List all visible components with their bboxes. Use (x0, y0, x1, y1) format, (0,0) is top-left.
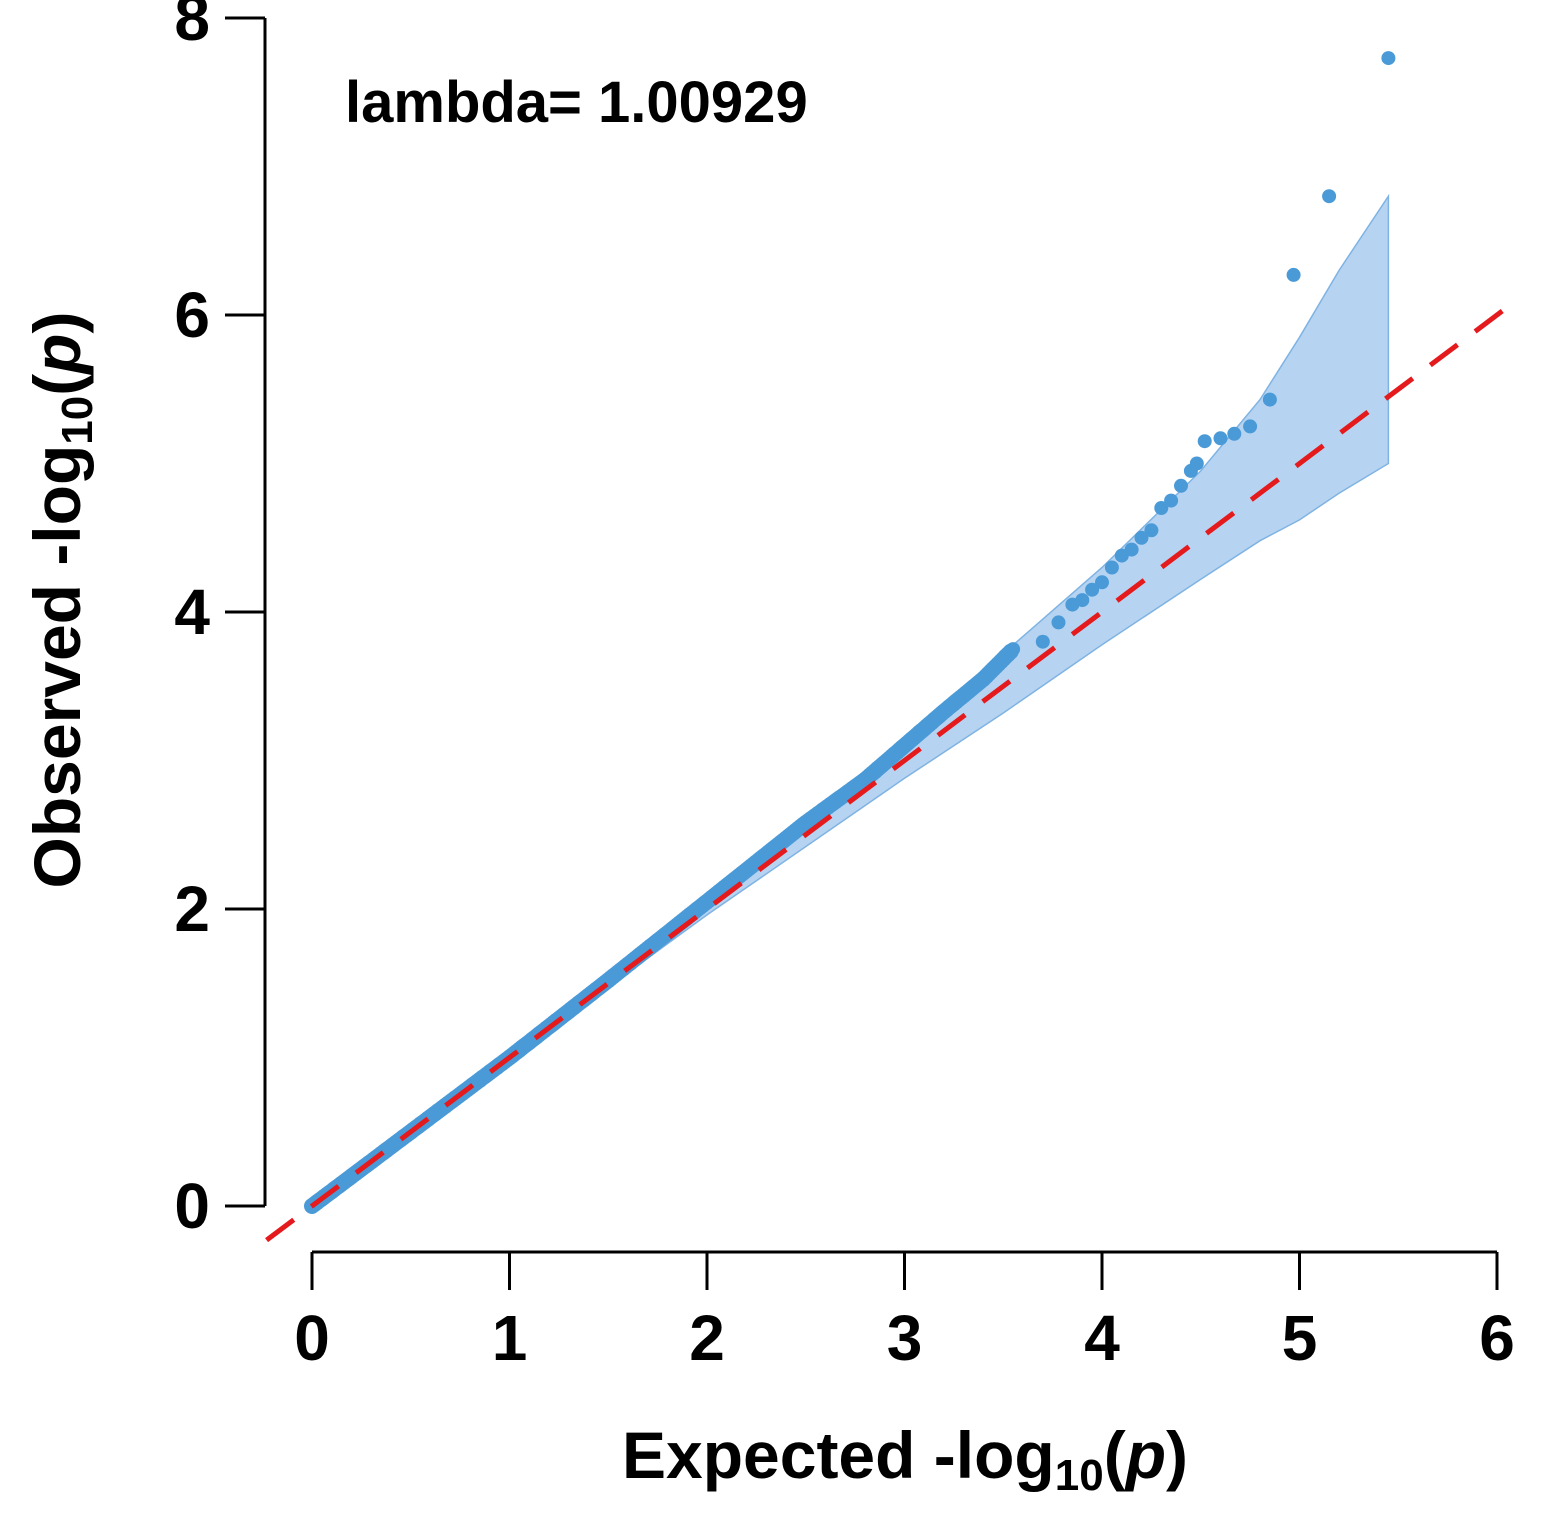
y-tick-label: 4 (174, 576, 210, 648)
observed-point (1035, 634, 1050, 649)
x-title-close: ) (1166, 1418, 1188, 1492)
y-axis-title: Observed -log10(p) (20, 311, 102, 888)
x-title-open: ( (1104, 1418, 1126, 1492)
y-title-var: p (20, 333, 94, 375)
observed-point (1286, 267, 1301, 282)
x-tick-label: 6 (1479, 1302, 1515, 1374)
y-tick-label: 0 (174, 1170, 210, 1242)
observed-point (1144, 523, 1159, 538)
observed-point (1174, 478, 1188, 493)
observed-point (1095, 575, 1109, 590)
observed-point (1213, 431, 1228, 446)
x-title-prefix: Expected -log (622, 1418, 1055, 1492)
y-title-close: ) (20, 311, 94, 333)
y-tick-label: 2 (174, 873, 210, 945)
x-axis-title: Expected -log10(p) (622, 1418, 1188, 1500)
observed-point (1051, 615, 1066, 630)
observed-point (700, 894, 714, 909)
observed-point (1124, 542, 1139, 557)
plot-area (265, 51, 1519, 1243)
x-tick-label: 4 (1084, 1302, 1120, 1374)
observed-point (976, 671, 991, 686)
observed-point (1322, 189, 1337, 204)
observed-point (1381, 51, 1396, 66)
x-tick-label: 3 (887, 1302, 923, 1374)
observed-point (1197, 434, 1212, 449)
observed-point (1262, 392, 1277, 407)
observed-point (897, 738, 912, 753)
observed-point (1227, 426, 1242, 441)
observed-point (1006, 642, 1021, 657)
x-title-sub: 10 (1055, 1451, 1104, 1500)
observed-point (1154, 501, 1169, 515)
observed-point (1075, 593, 1090, 608)
x-tick-label: 5 (1282, 1302, 1318, 1374)
x-title-var: p (1124, 1418, 1166, 1492)
axes: 0 2 4 6 8 0 1 2 3 4 5 6 (174, 0, 1514, 1374)
observed-point (1189, 456, 1204, 471)
observed-point (1104, 560, 1119, 575)
observed-points (305, 51, 1396, 1213)
y-title-open: ( (20, 374, 94, 396)
x-tick-label: 0 (294, 1302, 330, 1374)
observed-point (1085, 582, 1100, 597)
x-tick-label: 2 (689, 1302, 725, 1374)
observed-point (798, 815, 813, 830)
observed-point (1243, 419, 1258, 434)
observed-point (1164, 493, 1179, 508)
observed-point (937, 704, 951, 719)
y-tick-label: 8 (174, 0, 210, 54)
y-title-sub: 10 (53, 396, 102, 445)
x-tick-label: 1 (492, 1302, 528, 1374)
lambda-annotation: lambda= 1.00929 (345, 70, 808, 135)
observed-point (1134, 530, 1149, 545)
y-tick-label: 6 (174, 279, 210, 351)
reference-line (265, 298, 1519, 1243)
confidence-band (311, 193, 1390, 1207)
observed-point (858, 772, 872, 787)
y-title-prefix: Observed -log (20, 445, 94, 889)
